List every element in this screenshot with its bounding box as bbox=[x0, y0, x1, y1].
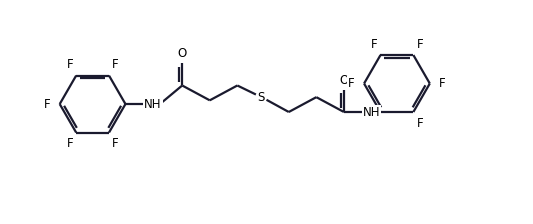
Text: O: O bbox=[177, 47, 187, 60]
Text: F: F bbox=[371, 38, 377, 51]
Text: S: S bbox=[257, 91, 265, 104]
Text: F: F bbox=[112, 58, 119, 71]
Text: F: F bbox=[416, 116, 423, 129]
Text: F: F bbox=[416, 38, 423, 51]
Text: O: O bbox=[340, 74, 349, 87]
Text: F: F bbox=[439, 77, 446, 90]
Text: F: F bbox=[112, 137, 119, 150]
Text: NH: NH bbox=[144, 97, 162, 111]
Text: F: F bbox=[67, 137, 73, 150]
Text: F: F bbox=[348, 77, 354, 90]
Text: NH: NH bbox=[363, 106, 380, 118]
Text: F: F bbox=[44, 97, 50, 111]
Text: F: F bbox=[67, 58, 73, 71]
